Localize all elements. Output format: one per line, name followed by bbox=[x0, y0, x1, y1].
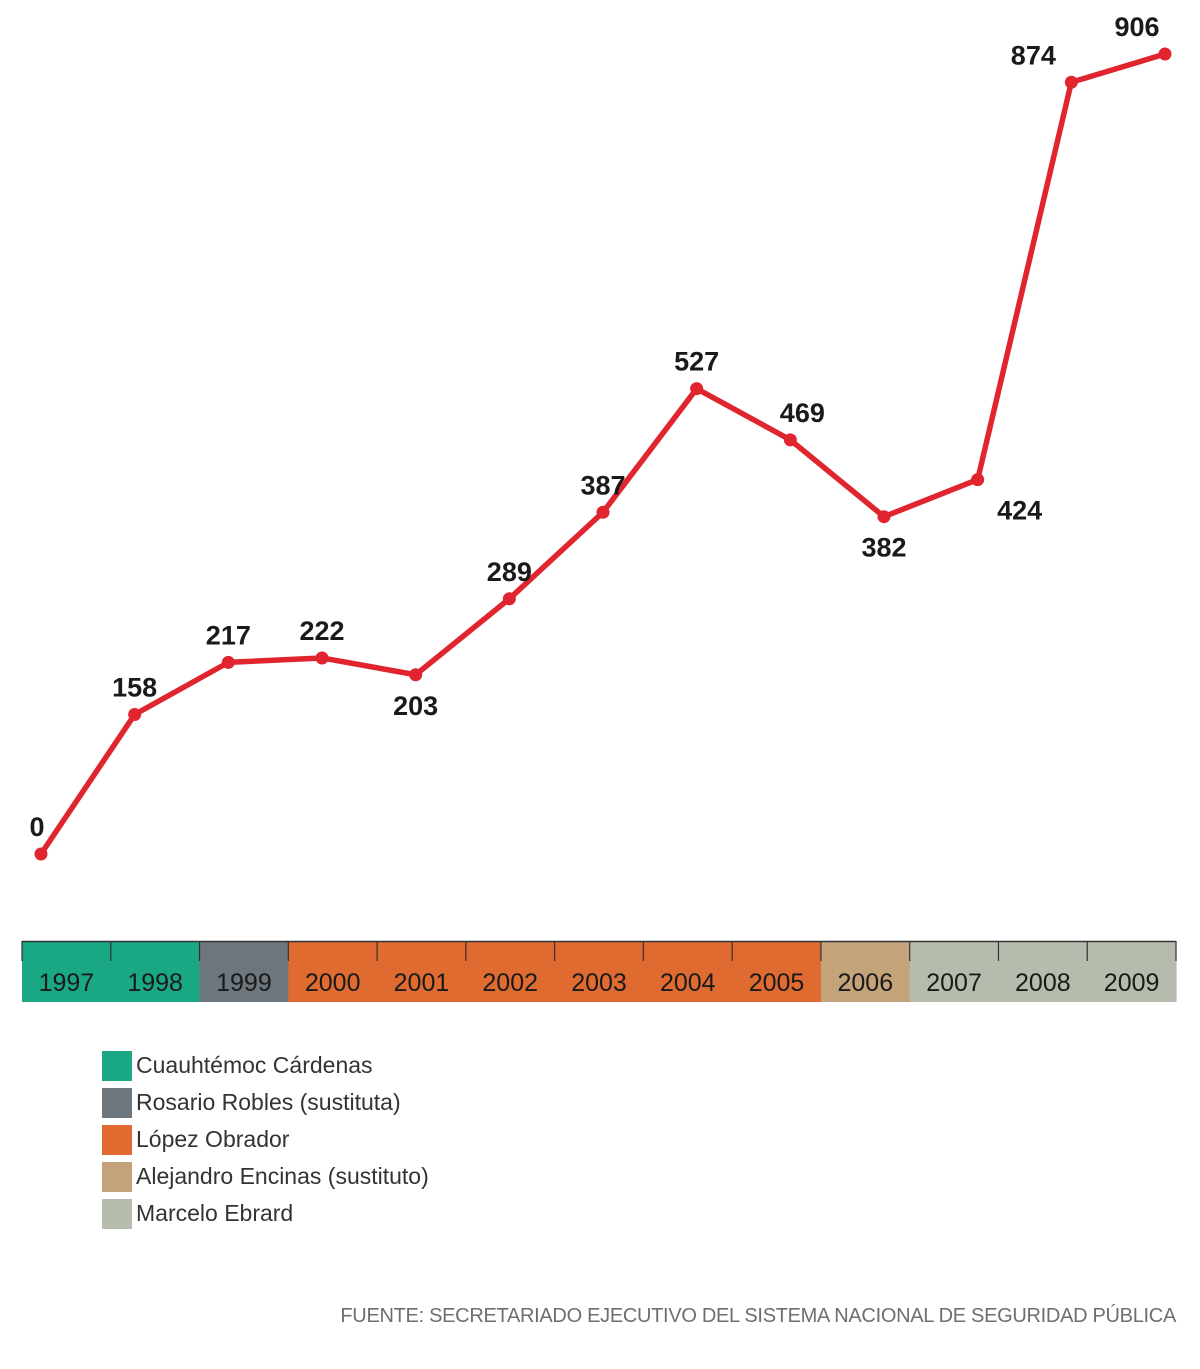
source-note: FUENTE: SECRETARIADO EJECUTIVO DEL SISTE… bbox=[340, 1305, 1176, 1327]
data-label: 906 bbox=[1114, 12, 1159, 42]
data-label: 469 bbox=[780, 398, 825, 428]
legend-label: Alejandro Encinas (sustituto) bbox=[136, 1163, 429, 1189]
legend: Cuauhtémoc Cárdenas Rosario Robles (sust… bbox=[102, 1047, 429, 1232]
data-point bbox=[221, 655, 235, 669]
year-tick-label: 2004 bbox=[660, 969, 716, 997]
year-tick-label: 2005 bbox=[749, 969, 805, 997]
data-label: 0 bbox=[29, 812, 44, 842]
year-tick-label: 2000 bbox=[305, 969, 361, 997]
legend-item-lopez-obrador: López Obrador bbox=[102, 1121, 429, 1158]
line-chart: 1997 1998 1999 2000 2001 2002 2003 2004 2005 2006… bbox=[21, 12, 1177, 1002]
timeline-segment bbox=[1087, 941, 1177, 1002]
legend-item-cardenas: Cuauhtémoc Cárdenas bbox=[102, 1047, 429, 1084]
timeline-segment bbox=[465, 941, 556, 1002]
data-point bbox=[596, 505, 610, 519]
data-point bbox=[877, 510, 891, 524]
timeline-segment bbox=[909, 941, 1000, 1002]
year-tick-label: 1999 bbox=[216, 969, 272, 997]
timeline-segment bbox=[199, 941, 289, 1002]
year-tick-label: 1997 bbox=[39, 969, 95, 997]
data-point bbox=[1064, 75, 1078, 89]
year-tick-label: 2008 bbox=[1015, 969, 1071, 997]
data-point bbox=[783, 433, 797, 447]
year-tick-label: 2006 bbox=[837, 969, 893, 997]
data-label: 217 bbox=[206, 620, 251, 650]
series-line bbox=[38, 51, 1168, 857]
legend-swatch bbox=[102, 1050, 132, 1081]
legend-item-encinas: Alejandro Encinas (sustituto) bbox=[102, 1158, 429, 1195]
data-label: 222 bbox=[299, 616, 344, 646]
timeline-segment bbox=[288, 941, 378, 1002]
data-label: 874 bbox=[1011, 40, 1056, 70]
legend-swatch bbox=[102, 1124, 132, 1155]
legend-item-ebrard: Marcelo Ebrard bbox=[102, 1195, 429, 1232]
year-tick-label: 2001 bbox=[394, 969, 450, 997]
timeline-segment bbox=[22, 941, 112, 1002]
timeline-segment bbox=[820, 941, 911, 1002]
legend-label: López Obrador bbox=[136, 1126, 290, 1152]
data-label: 387 bbox=[580, 470, 625, 500]
data-point bbox=[34, 847, 48, 861]
timeline-segment bbox=[643, 941, 733, 1002]
timeline-segment bbox=[554, 941, 644, 1002]
timeline-segment bbox=[377, 941, 467, 1002]
data-point bbox=[409, 668, 423, 682]
year-tick-label: 2003 bbox=[571, 969, 627, 997]
timeline-segment bbox=[110, 941, 201, 1002]
legend-swatch bbox=[102, 1198, 132, 1229]
timeline-band: 1997 1998 1999 2000 2001 2002 2003 2004 2005 2006… bbox=[21, 940, 1177, 1002]
year-tick-label: 2007 bbox=[926, 969, 982, 997]
timeline-segment bbox=[998, 941, 1088, 1002]
label-layer: 0 158 217 222 203 289 387 527 469 382 424 874 906 bbox=[29, 12, 1159, 842]
legend-swatch bbox=[102, 1087, 132, 1118]
legend-swatch bbox=[102, 1161, 132, 1192]
data-point bbox=[971, 473, 985, 487]
data-label: 289 bbox=[487, 557, 532, 587]
legend-item-robles: Rosario Robles (sustituta) bbox=[102, 1084, 429, 1121]
data-label: 527 bbox=[674, 347, 719, 377]
series-layer bbox=[34, 47, 1172, 861]
data-point bbox=[690, 382, 704, 396]
legend-label: Rosario Robles (sustituta) bbox=[136, 1089, 401, 1115]
data-point bbox=[1158, 47, 1172, 61]
timeline-segment bbox=[732, 941, 822, 1002]
year-tick-label: 2002 bbox=[482, 969, 538, 997]
data-label: 424 bbox=[997, 496, 1042, 526]
data-label: 382 bbox=[861, 533, 906, 563]
data-label: 203 bbox=[393, 691, 438, 721]
legend-label: Marcelo Ebrard bbox=[136, 1200, 294, 1226]
data-label: 158 bbox=[112, 672, 157, 702]
data-point bbox=[502, 592, 516, 606]
year-tick-label: 1998 bbox=[127, 969, 183, 997]
year-tick-label: 2009 bbox=[1104, 969, 1160, 997]
legend-label: Cuauhtémoc Cárdenas bbox=[136, 1052, 373, 1078]
data-point bbox=[315, 651, 329, 665]
data-point bbox=[128, 707, 142, 721]
